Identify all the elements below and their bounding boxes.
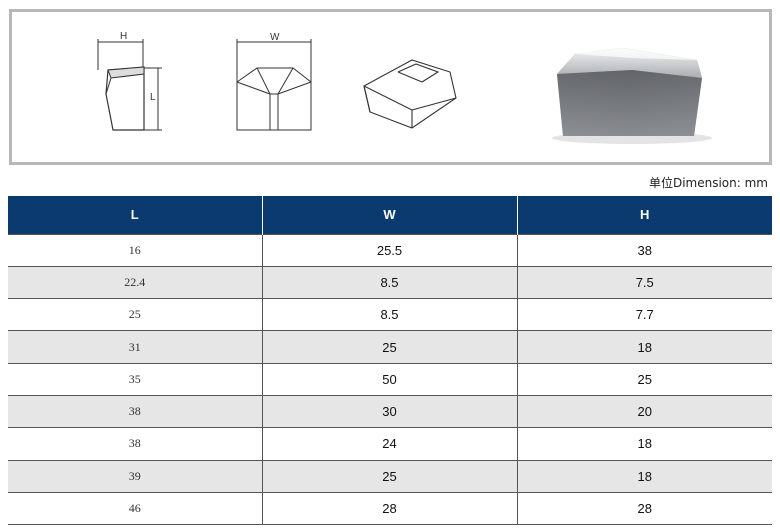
cell-h: 18: [516, 460, 772, 493]
cell-l: 46: [8, 492, 262, 526]
cell-w: 25.5: [261, 233, 517, 267]
header-l: L: [8, 196, 262, 234]
table-row: 22.4 8.5 7.5: [8, 266, 772, 300]
table-row: 25 8.5 7.7: [8, 298, 772, 332]
cell-l: 25: [8, 298, 262, 332]
cell-h: 28: [516, 492, 772, 526]
header-h: H: [516, 196, 772, 234]
cell-h: 7.7: [516, 298, 772, 332]
side-view-label-l: L: [150, 92, 156, 103]
cell-h: 18: [516, 427, 772, 461]
front-view-drawing: [236, 39, 312, 131]
cell-w: 25: [261, 330, 517, 364]
cell-h: 20: [516, 395, 772, 429]
cell-w: 8.5: [261, 298, 517, 332]
cell-w: 24: [261, 427, 517, 461]
table-header-row: L W H: [8, 196, 772, 234]
table-row: 16 25.5 38: [8, 233, 772, 267]
cell-h: 38: [516, 233, 772, 267]
cell-l: 38: [8, 427, 262, 461]
cell-w: 8.5: [261, 266, 517, 300]
isometric-drawing: [363, 59, 457, 129]
front-view-label-w: W: [270, 32, 280, 43]
product-figure-panel: H L W: [9, 9, 772, 165]
dimension-table: L W H 16 25.5 38 22.4 8.5 7.5 25 8.5 7.7…: [8, 196, 772, 526]
cell-h: 25: [516, 363, 772, 396]
table-row: 38 24 18: [8, 427, 772, 461]
cell-l: 38: [8, 395, 262, 429]
table-row: 35 50 25: [8, 363, 772, 396]
product-photo: [552, 48, 712, 144]
table-row: 31 25 18: [8, 330, 772, 364]
cell-h: 18: [516, 330, 772, 364]
product-drawings: H L W: [97, 31, 712, 144]
cell-l: 16: [8, 233, 262, 267]
cell-l: 39: [8, 460, 262, 493]
table-row: 46 28 28: [8, 492, 772, 526]
side-view-drawing: [97, 39, 162, 131]
cell-w: 28: [261, 492, 517, 526]
cell-w: 50: [261, 363, 517, 396]
cell-l: 31: [8, 330, 262, 364]
cell-l: 22.4: [8, 266, 262, 300]
cell-w: 30: [261, 395, 517, 429]
cell-l: 35: [8, 363, 262, 396]
cell-w: 25: [261, 460, 517, 493]
side-view-label-h: H: [120, 31, 127, 42]
cell-h: 7.5: [516, 266, 772, 300]
table-row: 39 25 18: [8, 460, 772, 493]
header-w: W: [261, 196, 517, 234]
unit-note: 单位Dimension: mm: [648, 176, 768, 190]
table-row: 38 30 20: [8, 395, 772, 429]
